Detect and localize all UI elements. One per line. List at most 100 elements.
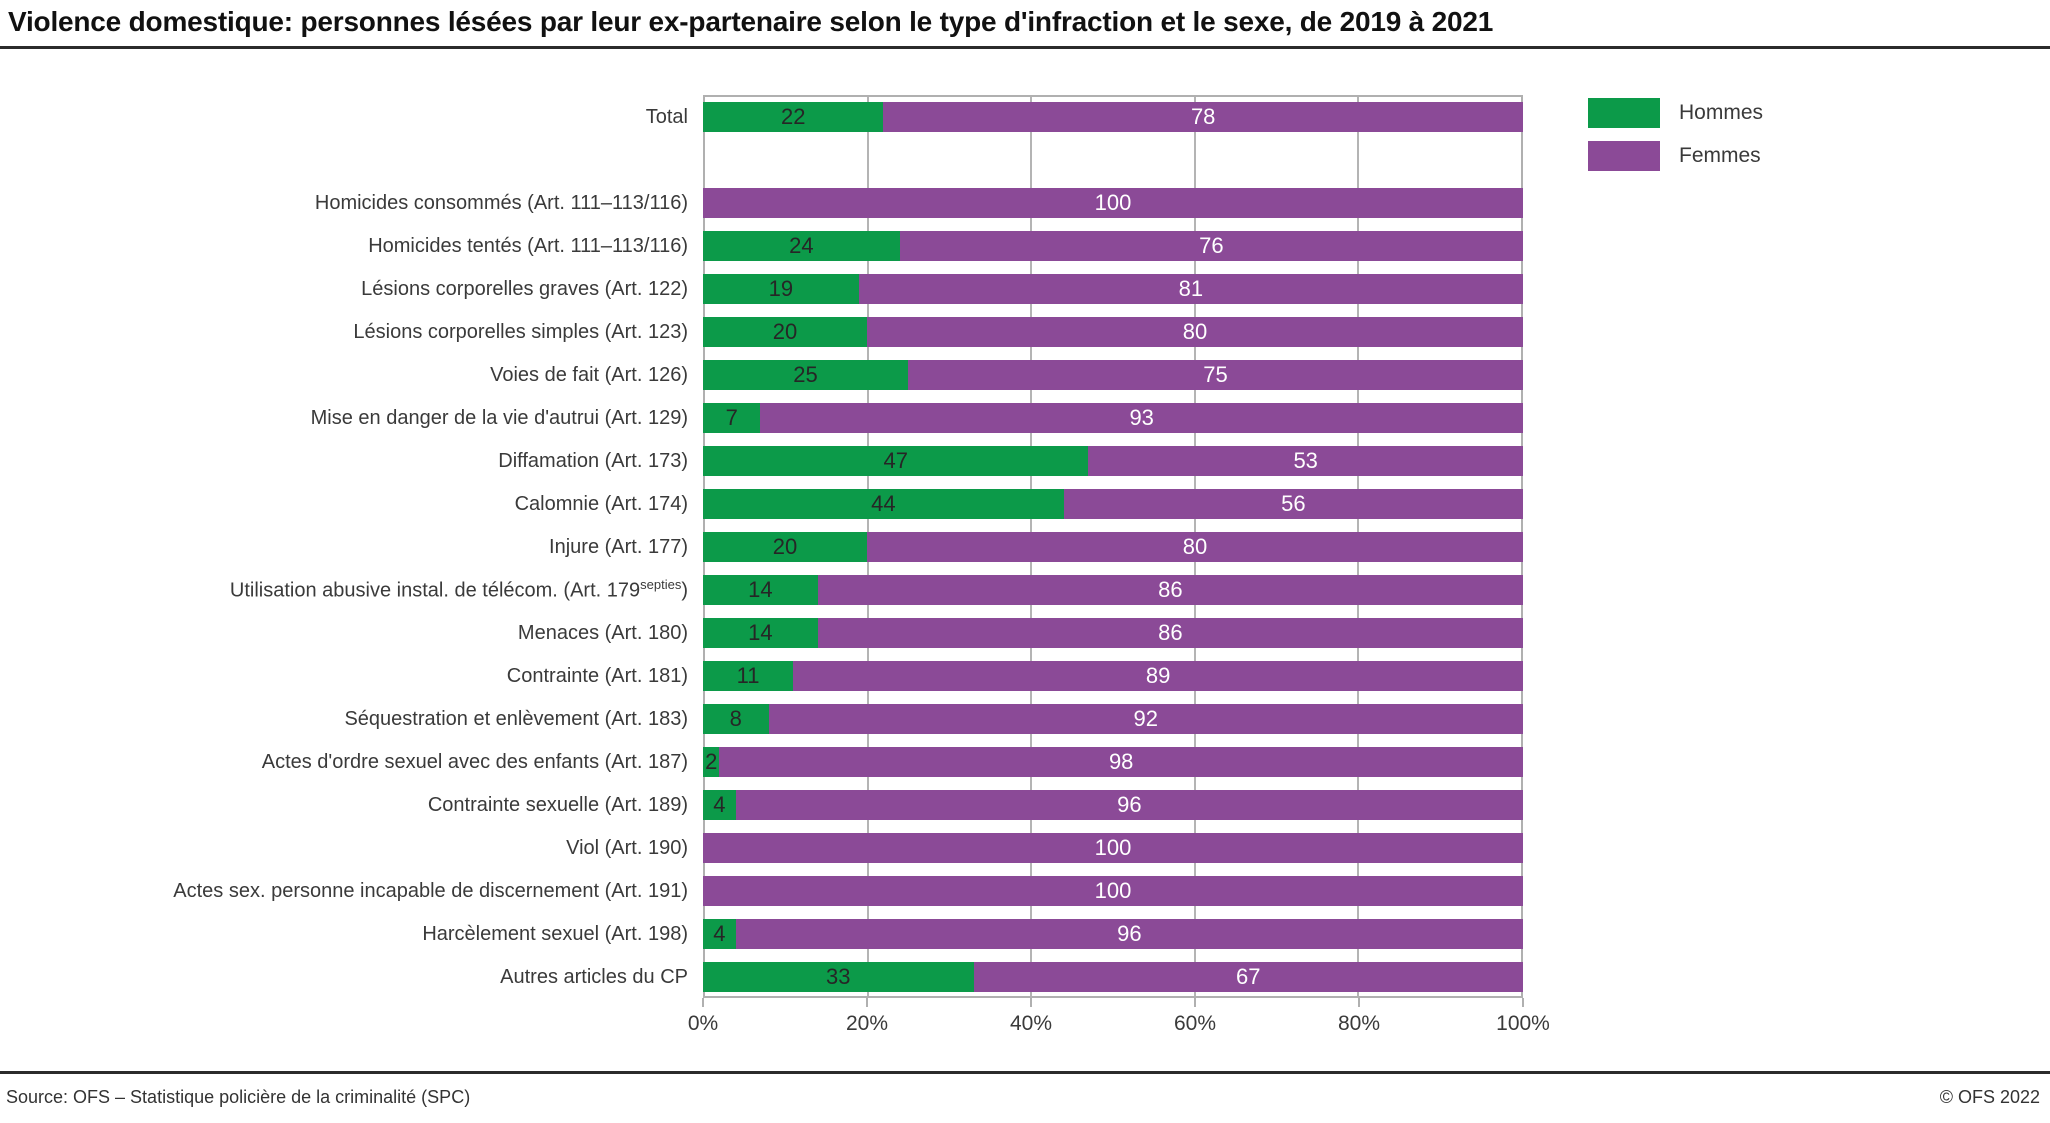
bar-value-label: 96	[1117, 920, 1142, 946]
bar-value-label: 86	[1158, 619, 1183, 645]
chart-row: Actes d'ordre sexuel avec des enfants (A…	[0, 740, 2050, 783]
bar-segment-femmes: 86	[817, 574, 1523, 605]
bar-track: 100	[703, 187, 1523, 218]
x-tick-mark	[1358, 998, 1360, 1007]
stacked-bar: 47 53	[703, 445, 1523, 476]
bar-segment-femmes: 78	[883, 101, 1523, 132]
bar-value-label: 78	[1190, 103, 1216, 129]
stacked-bar: 100	[703, 832, 1523, 863]
bar-segment-hommes: 47	[703, 445, 1089, 476]
bar-track: 4 96	[703, 918, 1523, 949]
bar-segment-hommes: 8	[703, 703, 769, 734]
bar-segment-hommes: 22	[703, 101, 884, 132]
bar-track: 19 81	[703, 273, 1523, 304]
chart-row: Viol (Art. 190) 100	[0, 826, 2050, 869]
x-tick-mark	[1030, 998, 1032, 1007]
chart-row: Harcèlement sexuel (Art. 198) 4 96	[0, 912, 2050, 955]
x-tick-mark	[702, 998, 704, 1007]
bar-value-label: 80	[1182, 533, 1208, 559]
x-tick-label: 100%	[1496, 1012, 1550, 1035]
bar-value-label: 44	[871, 490, 896, 516]
bar-value-label: 76	[1199, 232, 1224, 258]
bar-segment-hommes: 25	[703, 359, 908, 390]
legend-label: Hommes	[1679, 101, 1764, 124]
bar-segment-femmes: 100	[703, 875, 1523, 906]
bar-segment-hommes: 14	[703, 617, 818, 648]
row-label: Calomnie (Art. 174)	[514, 492, 688, 515]
bar-value-label: 22	[780, 103, 806, 129]
bar-track: 20 80	[703, 316, 1523, 347]
chart-row: Voies de fait (Art. 126) 25 75	[0, 353, 2050, 396]
stacked-bar: 8 92	[703, 703, 1523, 734]
x-tick-label: 40%	[1009, 1012, 1053, 1035]
bar-track: 14 86	[703, 574, 1523, 605]
bar-segment-hommes: 44	[703, 488, 1064, 519]
bar-segment-hommes: 20	[703, 316, 867, 347]
chart-row: Contrainte sexuelle (Art. 189) 4 96	[0, 783, 2050, 826]
bar-track: 20 80	[703, 531, 1523, 562]
stacked-bar: 20 80	[703, 531, 1523, 562]
x-tick-label: 0%	[687, 1012, 719, 1035]
bar-segment-hommes: 11	[703, 660, 794, 691]
bar-value-label: 100	[1094, 877, 1132, 903]
bar-value-label: 96	[1117, 791, 1142, 817]
bar-segment-femmes: 98	[719, 746, 1523, 777]
row-label: Contrainte sexuelle (Art. 189)	[427, 793, 688, 816]
chart-row: Actes sex. personne incapable de discern…	[0, 869, 2050, 912]
bar-segment-hommes: 14	[703, 574, 818, 605]
footer-copyright: © OFS 2022	[1939, 1087, 2040, 1107]
title-divider	[0, 46, 2050, 49]
chart-row: Lésions corporelles graves (Art. 122) 19 8…	[0, 267, 2050, 310]
bar-segment-femmes: 75	[908, 359, 1523, 390]
bar-segment-hommes: 4	[703, 918, 736, 949]
bar-segment-femmes: 80	[867, 531, 1523, 562]
bar-segment-hommes: 33	[703, 961, 974, 992]
bar-segment-hommes: 19	[703, 273, 859, 304]
bar-segment-femmes: 67	[973, 961, 1523, 992]
bar-segment-femmes: 92	[768, 703, 1523, 734]
x-tick-mark	[1194, 998, 1196, 1007]
bar-segment-femmes: 80	[867, 316, 1523, 347]
chart-row: Homicides tentés (Art. 111–113/116) 24 76	[0, 224, 2050, 267]
bar-track: 14 86	[703, 617, 1523, 648]
bar-value-label: 92	[1133, 705, 1159, 731]
legend-swatch-hommes	[1588, 98, 1660, 128]
row-label: Autres articles du CP	[500, 965, 688, 988]
bar-value-label: 75	[1203, 361, 1228, 387]
bar-segment-femmes: 56	[1063, 488, 1523, 519]
chart-rows: Total 22 78 Homicides consommés (Art. 111–1…	[0, 95, 2050, 998]
bar-track: 22 78	[703, 101, 1523, 132]
row-label: Mise en danger de la vie d'autrui (Art. …	[310, 406, 688, 429]
stacked-bar: 11 89	[703, 660, 1523, 691]
x-tick-label: 20%	[845, 1012, 889, 1035]
bar-value-label: 98	[1108, 748, 1134, 774]
bar-segment-hommes: 24	[703, 230, 900, 261]
bar-track: 44 56	[703, 488, 1523, 519]
bar-segment-femmes: 76	[899, 230, 1523, 261]
bar-value-label: 67	[1236, 963, 1261, 989]
bar-value-label: 53	[1293, 447, 1318, 473]
footer-source: Source: OFS – Statistique policière de l…	[6, 1087, 471, 1107]
row-label: Total	[645, 105, 688, 128]
stacked-bar: 100	[703, 187, 1523, 218]
x-tick-label: 60%	[1173, 1012, 1217, 1035]
bar-segment-femmes: 100	[703, 832, 1523, 863]
stacked-bar: 4 96	[703, 918, 1523, 949]
bar-segment-femmes: 96	[735, 918, 1523, 949]
page-title: Violence domestique: personnes lésées pa…	[8, 6, 1494, 37]
legend-item-hommes: Hommes	[1588, 98, 1763, 128]
footer-divider	[0, 1071, 2050, 1074]
chart-row: Homicides consommés (Art. 111–113/116) 10…	[0, 181, 2050, 224]
chart-row: Lésions corporelles simples (Art. 123) 20…	[0, 310, 2050, 353]
chart-row: Diffamation (Art. 173) 47 53	[0, 439, 2050, 482]
x-axis: 0% 20% 40% 60% 80% 100%	[688, 996, 1550, 1044]
bar-value-label: 2	[705, 748, 718, 774]
stacked-bar: 33 67	[703, 961, 1523, 992]
bar-value-label: 7	[725, 404, 738, 430]
stacked-bar: 24 76	[703, 230, 1523, 261]
bar-value-label: 86	[1158, 576, 1183, 602]
stacked-bar: 100	[703, 875, 1523, 906]
row-label: Utilisation abusive instal. de télécom. …	[229, 577, 688, 602]
bar-value-label: 11	[736, 662, 760, 688]
bar-value-label: 33	[826, 963, 851, 989]
